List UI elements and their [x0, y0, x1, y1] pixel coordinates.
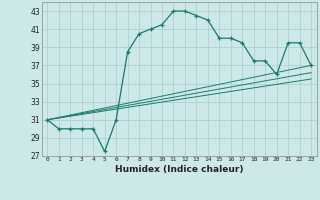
X-axis label: Humidex (Indice chaleur): Humidex (Indice chaleur): [115, 165, 244, 174]
